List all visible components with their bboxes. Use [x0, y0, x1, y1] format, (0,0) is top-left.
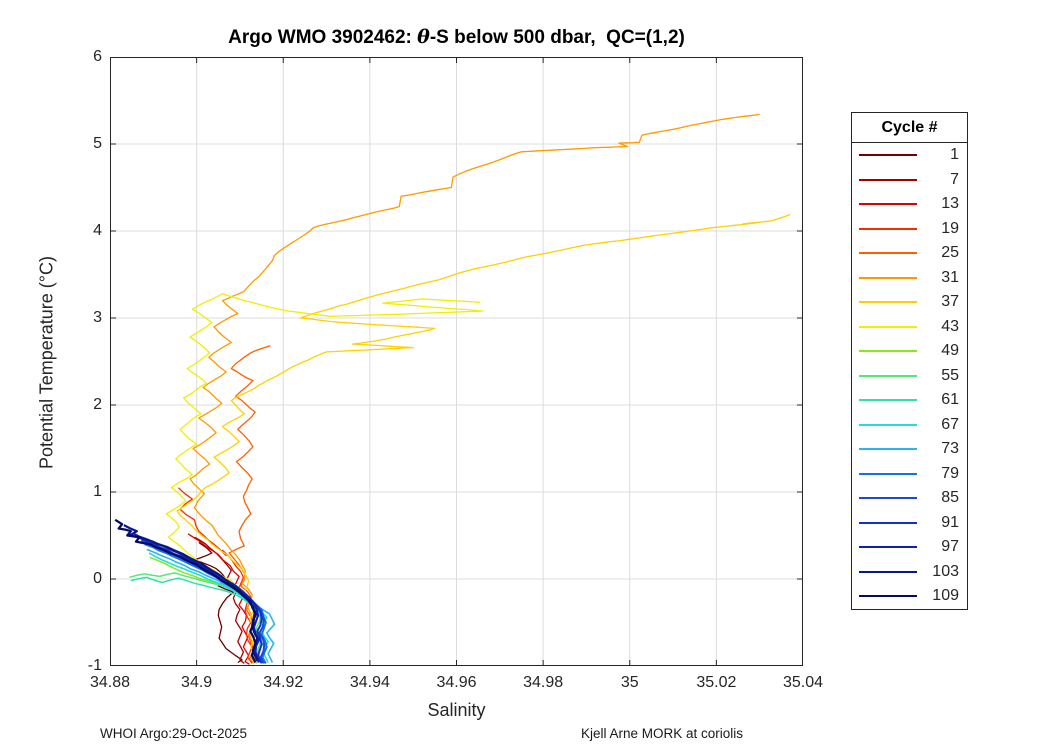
axes-box: [110, 57, 803, 666]
legend-rows: 1 7 13 19 25 31 37 43 49 55 61 67 73 79 85 91 97 103 109: [852, 143, 967, 609]
x-tick-label: 34.94: [349, 674, 390, 691]
legend-cycle-number: 43: [941, 317, 959, 335]
x-tick-label: 34.98: [523, 674, 564, 691]
series-line-cycle-109: [114, 518, 257, 664]
legend-entry-cycle-19: 19: [852, 217, 967, 242]
legend-cycle-number: 1: [950, 146, 959, 164]
y-tick-label: -1: [87, 657, 102, 674]
legend-line-sample: [859, 276, 917, 279]
title-prefix: Argo WMO 3902462:: [228, 27, 418, 48]
legend-cycle-number: 73: [941, 440, 959, 458]
series-line-cycle-55: [129, 572, 264, 662]
legend-line-sample: [859, 374, 917, 377]
legend-line-sample: [859, 595, 917, 598]
page-title: Argo WMO 3902462: θ-S below 500 dbar, QC…: [110, 26, 803, 49]
legend-line-sample: [859, 472, 917, 475]
legend-cycle-number: 7: [950, 170, 959, 188]
x-tick-label: 35: [620, 674, 639, 691]
legend-line-sample: [859, 350, 917, 353]
legend-cycle-number: 97: [941, 538, 959, 556]
legend-entry-cycle-97: 97: [852, 535, 967, 560]
x-tick-label: 34.96: [436, 674, 477, 691]
legend-cycle-number: 85: [941, 489, 959, 507]
legend-cycle-number: 109: [932, 587, 959, 605]
legend-cycle-number: 25: [941, 244, 959, 262]
y-tick-label: 2: [93, 396, 102, 413]
legend-entry-cycle-103: 103: [852, 560, 967, 585]
legend-cycle-number: 103: [932, 562, 959, 580]
legend-entry-cycle-109: 109: [852, 584, 967, 609]
legend-line-sample: [859, 399, 917, 402]
legend-cycle-number: 67: [941, 415, 959, 433]
legend-entry-cycle-13: 13: [852, 192, 967, 217]
legend-entry-cycle-7: 7: [852, 168, 967, 193]
legend-cycle-number: 91: [941, 513, 959, 531]
title-suffix: -S below 500 dbar, QC=(1,2): [429, 27, 685, 48]
legend-cycle-number: 61: [941, 391, 959, 409]
plot-canvas: [110, 57, 803, 666]
legend-line-sample: [859, 570, 917, 573]
legend-entry-cycle-85: 85: [852, 486, 967, 511]
legend-title: Cycle #: [852, 113, 967, 143]
legend-cycle-number: 37: [941, 293, 959, 311]
y-tick-label: 0: [93, 570, 102, 587]
legend-cycle-number: 19: [941, 219, 959, 237]
legend-cycle-number: 49: [941, 342, 959, 360]
series-line-cycle-25: [228, 345, 271, 664]
series-line-cycle-43: [165, 292, 484, 663]
legend-line-sample: [859, 325, 917, 328]
series-line-cycle-31: [189, 113, 760, 664]
title-theta-symbol: θ: [417, 26, 430, 48]
x-tick-label: 34.92: [263, 674, 304, 691]
series-line-cycle-37: [176, 213, 791, 664]
x-axis-label: Salinity: [427, 700, 486, 720]
legend-entry-cycle-79: 79: [852, 462, 967, 487]
legend-line-sample: [859, 252, 917, 255]
legend-entry-cycle-1: 1: [852, 143, 967, 168]
legend-entry-cycle-49: 49: [852, 339, 967, 364]
footer-source-text: WHOI Argo:29-Oct-2025: [100, 726, 248, 741]
legend-line-sample: [859, 497, 917, 500]
series-line-cycle-1: [193, 541, 243, 664]
legend-entry-cycle-91: 91: [852, 511, 967, 536]
y-tick-label: 1: [93, 483, 102, 500]
legend-cycle-number: 55: [941, 366, 959, 384]
legend-entry-cycle-43: 43: [852, 315, 967, 340]
series-line-cycle-91: [137, 536, 263, 664]
x-tick-label: 35.04: [782, 674, 824, 691]
y-axis-label: Potential Temperature (°C): [36, 256, 57, 469]
legend-entry-cycle-55: 55: [852, 364, 967, 389]
legend-line-sample: [859, 227, 917, 230]
legend-line-sample: [859, 448, 917, 451]
legend-entry-cycle-73: 73: [852, 437, 967, 462]
legend-cycle-number: 79: [941, 464, 959, 482]
legend-line-sample: [859, 203, 917, 206]
legend-entry-cycle-37: 37: [852, 290, 967, 315]
legend-cycle-number: 31: [941, 268, 959, 286]
legend-entry-cycle-25: 25: [852, 241, 967, 266]
legend-line-sample: [859, 546, 917, 549]
legend-entry-cycle-67: 67: [852, 413, 967, 438]
legend-box: Cycle # 1 7 13 19 25 31 37 43 49 55 61 67 73 79 85 91 97…: [851, 112, 968, 610]
legend-line-sample: [859, 178, 917, 181]
legend-line-sample: [859, 423, 917, 426]
y-tick-label: 5: [93, 135, 102, 152]
series-line-cycle-13: [187, 533, 250, 665]
y-tick-label: 6: [93, 48, 102, 65]
series-line-cycle-67: [148, 552, 269, 663]
y-tick-label: 3: [93, 309, 102, 326]
x-tick-label: 34.88: [89, 674, 131, 691]
legend-cycle-number: 13: [941, 195, 959, 213]
legend-line-sample: [859, 301, 917, 304]
footer-author-text: Kjell Arne MORK at coriolis: [581, 726, 744, 741]
legend-line-sample: [859, 154, 917, 157]
legend-entry-cycle-31: 31: [852, 266, 967, 291]
legend-line-sample: [859, 521, 917, 524]
x-tick-label: 35.02: [696, 674, 737, 691]
x-tick-label: 34.9: [181, 674, 213, 691]
y-tick-label: 4: [93, 222, 102, 239]
legend-entry-cycle-61: 61: [852, 388, 967, 413]
